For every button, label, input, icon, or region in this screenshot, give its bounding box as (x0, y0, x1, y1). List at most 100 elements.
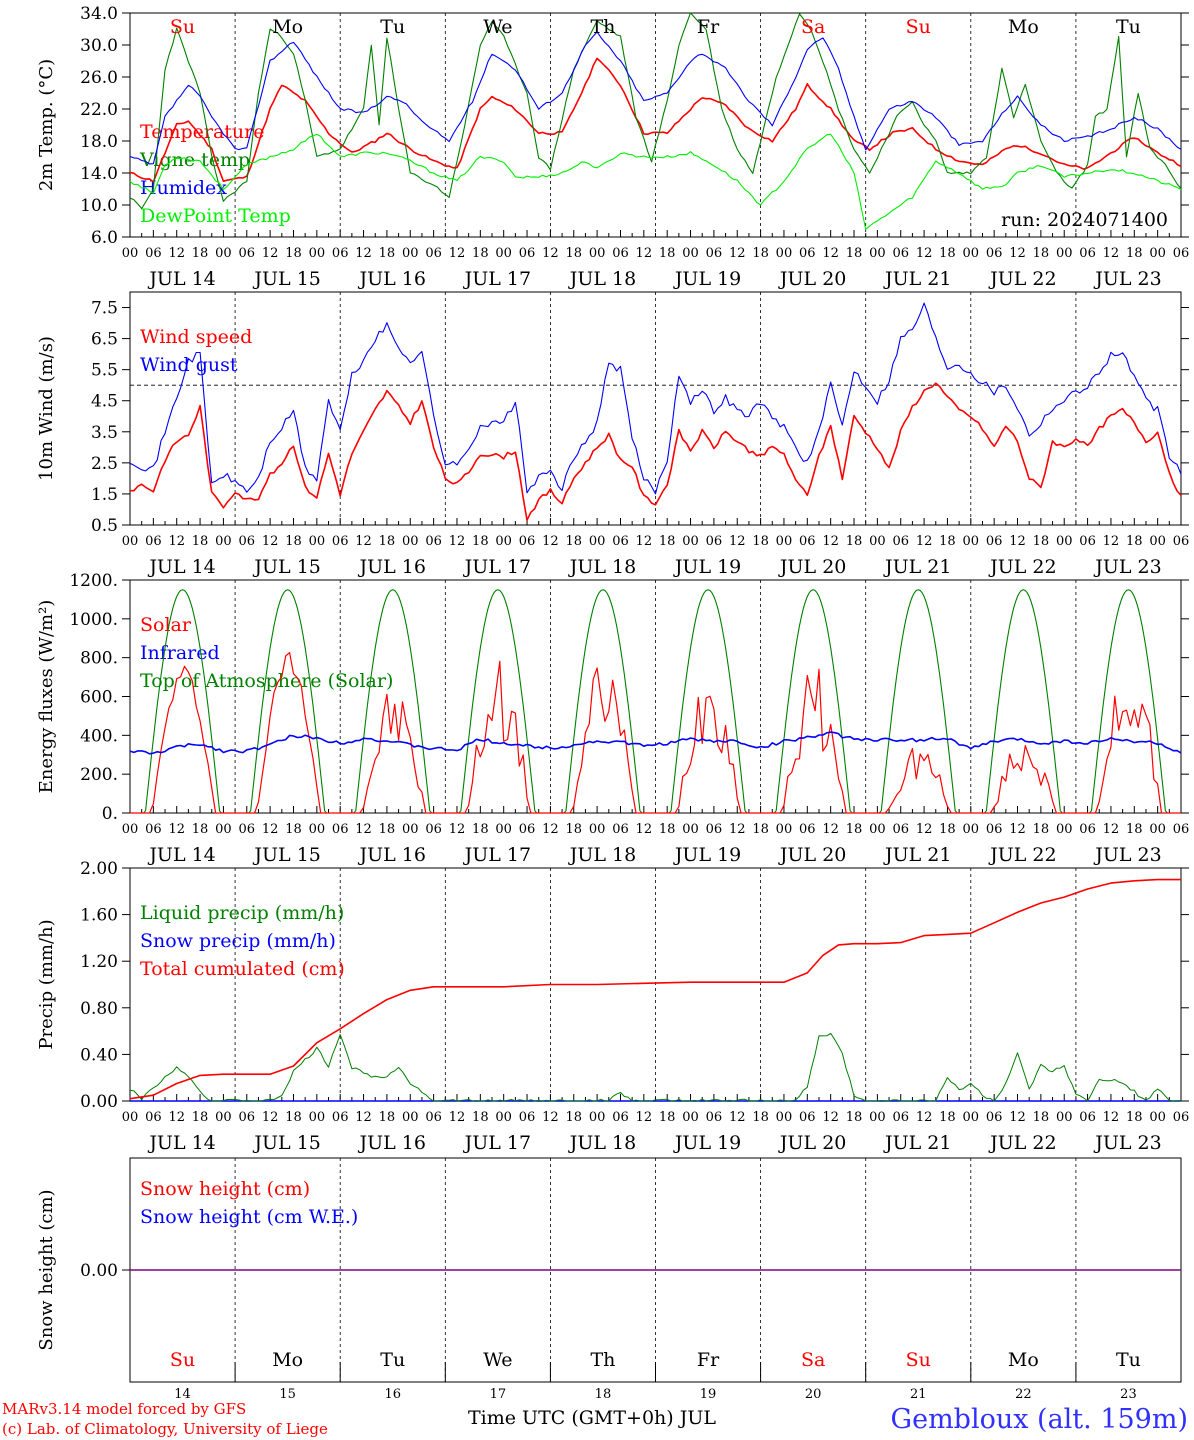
y-tick-label: 22.0 (80, 100, 118, 120)
legend-entry: Snow height (cm) (140, 1178, 310, 1200)
day-number-label: 17 (490, 1387, 507, 1402)
hour-tick-label: 00 (869, 534, 886, 549)
y-tick-label: 6.0 (91, 228, 118, 248)
hour-tick-label: 18 (1033, 822, 1050, 837)
station-label: Gembloux (alt. 159m) (891, 1404, 1188, 1435)
hour-tick-label: 18 (472, 1110, 489, 1125)
series-line-infrared (129, 731, 1182, 755)
legend-entry: Snow precip (mm/h) (140, 930, 336, 952)
date-label: JUL 22 (988, 556, 1056, 578)
date-label: JUL 15 (252, 1132, 320, 1154)
hour-tick-label: 18 (846, 246, 863, 261)
hour-tick-label: 18 (565, 246, 582, 261)
date-label: JUL 16 (358, 268, 426, 290)
y-tick-label: 1200. (69, 571, 118, 591)
y-tick-label: 2.00 (80, 859, 118, 879)
hour-tick-label: 18 (846, 534, 863, 549)
hour-tick-label: 18 (192, 822, 209, 837)
hour-tick-label: 06 (145, 1110, 162, 1125)
hour-tick-label: 00 (589, 246, 606, 261)
hour-tick-label: 12 (916, 246, 933, 261)
hour-tick-label: 18 (565, 1110, 582, 1125)
date-label: JUL 23 (1093, 844, 1161, 866)
hour-tick-label: 06 (1173, 534, 1190, 549)
legend-entry: DewPoint Temp (140, 205, 291, 227)
hour-tick-label: 06 (799, 822, 816, 837)
y-tick-label: 3.5 (91, 423, 118, 443)
day-name-label: Fr (697, 1349, 720, 1371)
hour-tick-label: 06 (1173, 822, 1190, 837)
hour-tick-label: 12 (262, 534, 279, 549)
y-tick-label: 200. (80, 765, 118, 785)
hour-tick-label: 18 (565, 822, 582, 837)
y-tick-label: 1.60 (80, 906, 118, 926)
hour-tick-label: 06 (239, 246, 256, 261)
hour-tick-label: 18 (192, 1110, 209, 1125)
date-label: JUL 17 (463, 556, 531, 578)
y-tick-label: 0.00 (80, 1092, 118, 1112)
hour-tick-label: 12 (822, 1110, 839, 1125)
date-label: JUL 17 (463, 844, 531, 866)
hour-tick-label: 12 (636, 534, 653, 549)
hour-tick-label: 18 (659, 534, 676, 549)
hour-tick-label: 00 (1149, 246, 1166, 261)
day-name-label: Tu (1116, 1349, 1141, 1371)
hour-tick-label: 12 (729, 246, 746, 261)
hour-tick-label: 12 (262, 246, 279, 261)
hour-tick-label: 12 (1009, 534, 1026, 549)
hour-tick-label: 12 (355, 246, 372, 261)
hour-tick-label: 00 (682, 246, 699, 261)
hour-tick-label: 00 (1056, 1110, 1073, 1125)
hour-tick-label: 18 (659, 246, 676, 261)
date-label: JUL 23 (1093, 1132, 1161, 1154)
hour-tick-label: 06 (986, 822, 1003, 837)
hour-tick-label: 12 (168, 1110, 185, 1125)
hour-tick-label: 18 (1126, 822, 1143, 837)
hour-tick-label: 18 (565, 534, 582, 549)
day-name-label: Mo (272, 16, 303, 38)
hour-tick-label: 06 (425, 246, 442, 261)
date-label: JUL 22 (988, 268, 1056, 290)
y-tick-label: 800. (80, 649, 118, 669)
hour-tick-label: 00 (963, 246, 980, 261)
hour-tick-label: 06 (332, 822, 349, 837)
series-line-cumulated (129, 878, 1181, 1100)
hour-tick-label: 00 (215, 246, 232, 261)
day-name-label: Su (170, 16, 195, 38)
hour-tick-label: 12 (262, 1110, 279, 1125)
hour-tick-label: 18 (752, 534, 769, 549)
date-label: JUL 19 (673, 268, 741, 290)
hour-tick-label: 12 (1103, 534, 1120, 549)
hour-tick-label: 18 (752, 822, 769, 837)
day-name-label: Tu (380, 1349, 405, 1371)
date-label: JUL 16 (358, 1132, 426, 1154)
series-line-2 (129, 31, 1182, 165)
y-tick-label: 26.0 (80, 68, 118, 88)
hour-tick-label: 18 (285, 246, 302, 261)
hour-tick-label: 06 (1173, 1110, 1190, 1125)
hour-tick-label: 06 (425, 534, 442, 549)
hour-tick-label: 00 (776, 534, 793, 549)
legend-entry: Solar (140, 614, 192, 636)
hour-tick-label: 06 (145, 246, 162, 261)
day-number-label: 19 (700, 1387, 717, 1402)
hour-tick-label: 06 (706, 822, 723, 837)
series-line-speed (130, 382, 1182, 522)
y-tick-label: 6.5 (91, 330, 118, 350)
hour-tick-label: 12 (262, 822, 279, 837)
day-name-label: Sa (801, 1349, 825, 1371)
hour-tick-label: 12 (822, 246, 839, 261)
hour-tick-label: 06 (1079, 534, 1096, 549)
hour-tick-label: 18 (472, 822, 489, 837)
hour-tick-label: 18 (939, 534, 956, 549)
date-label: JUL 20 (778, 844, 846, 866)
hour-tick-label: 06 (706, 246, 723, 261)
date-label: JUL 21 (883, 556, 951, 578)
hour-tick-label: 06 (612, 534, 629, 549)
hour-tick-label: 12 (449, 1110, 466, 1125)
hour-tick-label: 12 (1009, 1110, 1026, 1125)
hour-tick-label: 06 (986, 246, 1003, 261)
hour-tick-label: 06 (332, 246, 349, 261)
day-name-label: Fr (697, 16, 720, 38)
hour-tick-label: 12 (1103, 246, 1120, 261)
